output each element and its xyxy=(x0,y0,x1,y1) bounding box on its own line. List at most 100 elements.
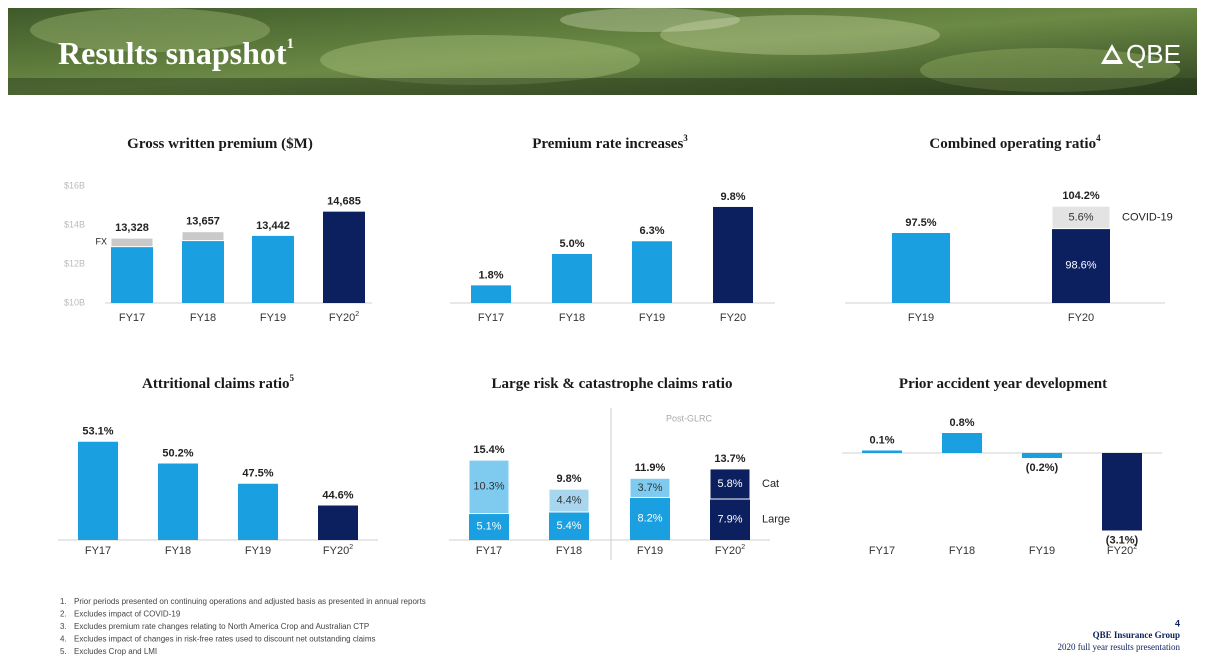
total-label: 11.9% xyxy=(635,462,666,474)
x-tick-label: FY19 xyxy=(260,312,286,324)
bar xyxy=(182,240,224,303)
bar xyxy=(552,254,592,303)
value-label: 5.4% xyxy=(556,520,581,532)
value-label: 5.8% xyxy=(717,478,742,490)
category: FY20 xyxy=(323,545,349,557)
bar xyxy=(318,505,358,540)
bar xyxy=(252,235,294,303)
x-tick-label: FY18 xyxy=(190,312,216,324)
category: FY17 xyxy=(476,545,502,557)
category: FY18 xyxy=(949,545,975,557)
bar xyxy=(632,241,672,303)
bar xyxy=(1102,453,1142,531)
value-label: 4.4% xyxy=(556,494,581,506)
total-label: 14,685 xyxy=(327,196,361,208)
category: FY19 xyxy=(260,312,286,324)
title-note: 1 xyxy=(287,36,295,52)
total-label: 13,328 xyxy=(115,222,149,234)
company: QBE Insurance Group xyxy=(1093,630,1180,640)
bar xyxy=(238,483,278,540)
bar xyxy=(713,206,753,303)
x-tick-label: FY19 xyxy=(908,312,934,324)
footnote-number: 1. xyxy=(60,597,67,606)
x-tick-label: FY17 xyxy=(869,545,895,557)
chart-title: Gross written premium ($M) xyxy=(127,136,313,152)
x-tick-label: FY17 xyxy=(476,545,502,557)
bar xyxy=(710,499,750,540)
x-tick-label: FY20 xyxy=(1068,312,1094,324)
category: FY18 xyxy=(165,545,191,557)
category: FY18 xyxy=(190,312,216,324)
value-label: 50.2% xyxy=(162,447,193,459)
bar xyxy=(1052,228,1110,303)
value-label: 5.6% xyxy=(1068,211,1093,223)
value-label: (3.1%) xyxy=(1106,534,1139,546)
page-title: Results snapshot1 xyxy=(58,35,294,71)
category: FY17 xyxy=(478,312,504,324)
logo: QBE xyxy=(1126,39,1181,69)
chart-title-note: 3 xyxy=(683,133,688,143)
footnote-text: Prior periods presented on continuing op… xyxy=(74,597,426,606)
value-label: 5.0% xyxy=(559,238,584,250)
value-label: 47.5% xyxy=(242,468,273,480)
footnotes: 1. Prior periods presented on continuing … xyxy=(60,597,426,656)
y-tick-label: $16B xyxy=(64,180,85,190)
footnote-text: Excludes impact of COVID-19 xyxy=(74,610,181,619)
category: FY17 xyxy=(85,545,111,557)
bar xyxy=(629,477,671,498)
bar xyxy=(862,450,902,453)
bar xyxy=(630,497,670,540)
chart-title: Large risk & catastrophe claims ratio xyxy=(492,376,733,392)
value-label: 98.6% xyxy=(1065,260,1096,272)
category: FY19 xyxy=(908,312,934,324)
category: FY17 xyxy=(869,545,895,557)
legend-label: Cat xyxy=(762,478,779,490)
category-note: 2 xyxy=(1133,544,1137,551)
value-label: 0.1% xyxy=(869,434,894,446)
value-label: 5.1% xyxy=(476,521,501,533)
footnote-text: Excludes Crop and LMI xyxy=(74,647,157,656)
chart-title-text: Combined operating ratio xyxy=(929,136,1096,152)
x-tick-label: FY18 xyxy=(556,545,582,557)
value-label: 9.8% xyxy=(720,191,745,203)
x-tick-label: FY19 xyxy=(245,545,271,557)
x-tick-label: FY202 xyxy=(329,311,359,324)
value-label: 7.9% xyxy=(717,513,742,525)
chart-title: Attritional claims ratio5 xyxy=(142,373,294,392)
value-label: 97.5% xyxy=(905,217,936,229)
value-label: 8.2% xyxy=(637,513,662,525)
chart-title: Premium rate increases3 xyxy=(532,133,688,152)
bar xyxy=(892,233,950,303)
total-label: 104.2% xyxy=(1062,190,1100,202)
legend-label: FX xyxy=(95,237,107,247)
category-note: 2 xyxy=(741,544,745,551)
category: FY19 xyxy=(245,545,271,557)
chart-title-text: Attritional claims ratio xyxy=(142,376,289,392)
bar xyxy=(471,285,511,303)
category: FY19 xyxy=(639,312,665,324)
chart-title-text: Premium rate increases xyxy=(532,136,683,152)
category-note: 2 xyxy=(355,311,359,318)
legend-label: Large xyxy=(762,513,790,525)
footnote-number: 3. xyxy=(60,622,67,631)
total-label: 15.4% xyxy=(473,444,504,456)
bar xyxy=(469,513,509,540)
total-label: 13,657 xyxy=(186,216,220,228)
x-tick-label: FY17 xyxy=(119,312,145,324)
x-tick-label: FY18 xyxy=(949,545,975,557)
category-note: 2 xyxy=(349,544,353,551)
chart-title-text: Gross written premium ($M) xyxy=(127,136,313,152)
bar xyxy=(549,511,589,540)
value-label: 6.3% xyxy=(639,225,664,237)
y-tick-label: $14B xyxy=(64,219,85,229)
footnote-text: Excludes premium rate changes relating t… xyxy=(74,622,369,631)
bar xyxy=(323,211,365,303)
chart-title-text: Large risk & catastrophe claims ratio xyxy=(492,376,733,392)
x-tick-label: FY19 xyxy=(1029,545,1055,557)
logo-icon xyxy=(1101,44,1123,64)
category: FY19 xyxy=(1029,545,1055,557)
footnote-number: 5. xyxy=(60,647,67,656)
x-tick-label: FY202 xyxy=(323,544,353,557)
bar xyxy=(110,237,154,248)
bar xyxy=(942,433,982,453)
